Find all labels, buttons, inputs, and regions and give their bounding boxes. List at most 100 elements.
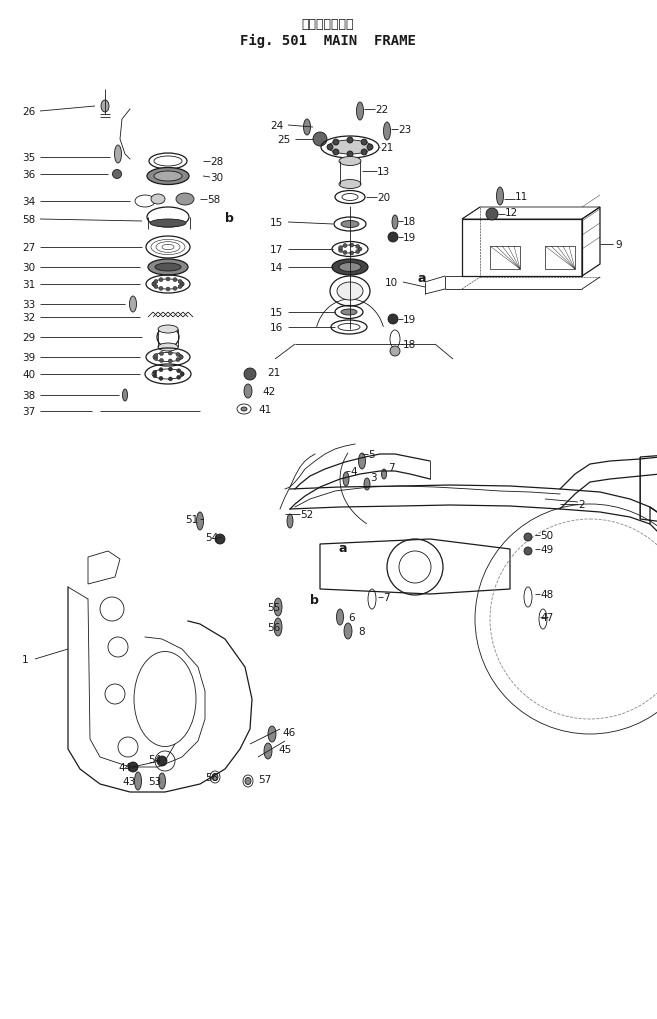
Text: 10: 10: [385, 278, 398, 287]
Circle shape: [180, 282, 184, 286]
Ellipse shape: [336, 609, 344, 626]
Ellipse shape: [112, 170, 122, 179]
Text: 56: 56: [267, 623, 281, 633]
Text: 42: 42: [262, 386, 275, 396]
Text: 55: 55: [267, 602, 281, 612]
Text: 21: 21: [267, 368, 281, 378]
Circle shape: [177, 376, 181, 380]
Text: 4: 4: [350, 467, 357, 477]
Circle shape: [333, 140, 339, 146]
Text: 41: 41: [258, 405, 271, 415]
Circle shape: [313, 132, 327, 147]
Text: 19: 19: [403, 232, 417, 243]
Text: 54: 54: [205, 533, 218, 542]
Ellipse shape: [158, 773, 166, 790]
Circle shape: [159, 287, 163, 291]
Text: 48: 48: [540, 589, 553, 599]
Ellipse shape: [196, 513, 204, 531]
Text: b: b: [310, 593, 319, 606]
Text: 53: 53: [148, 776, 161, 787]
Text: 40: 40: [22, 370, 35, 380]
Circle shape: [180, 373, 184, 377]
Circle shape: [168, 368, 172, 372]
Ellipse shape: [341, 221, 359, 228]
Text: 46: 46: [282, 728, 295, 738]
Ellipse shape: [384, 123, 390, 141]
Text: 38: 38: [22, 390, 35, 400]
Ellipse shape: [129, 297, 137, 313]
Ellipse shape: [328, 141, 372, 155]
Circle shape: [347, 138, 353, 144]
Circle shape: [159, 377, 163, 381]
Text: 19: 19: [403, 315, 417, 325]
Text: 58: 58: [207, 195, 220, 205]
Ellipse shape: [344, 624, 352, 639]
Circle shape: [160, 353, 164, 357]
Ellipse shape: [244, 369, 256, 381]
Circle shape: [388, 315, 398, 325]
Circle shape: [338, 249, 342, 253]
Ellipse shape: [274, 619, 282, 637]
Circle shape: [168, 360, 172, 364]
Ellipse shape: [122, 389, 127, 401]
Circle shape: [333, 150, 339, 156]
Circle shape: [154, 355, 158, 359]
Ellipse shape: [155, 264, 181, 272]
Circle shape: [159, 368, 163, 372]
Circle shape: [176, 359, 180, 362]
Ellipse shape: [332, 260, 368, 276]
Text: 58: 58: [22, 215, 35, 225]
Circle shape: [160, 359, 164, 363]
Ellipse shape: [150, 220, 186, 228]
Ellipse shape: [339, 263, 361, 272]
Text: 15: 15: [270, 218, 283, 228]
Ellipse shape: [264, 743, 272, 759]
Text: 33: 33: [22, 300, 35, 310]
Text: 34: 34: [22, 197, 35, 207]
Text: 11: 11: [515, 192, 528, 202]
Text: 26: 26: [22, 107, 35, 117]
Text: 12: 12: [505, 208, 518, 218]
Circle shape: [166, 278, 170, 281]
Text: 8: 8: [358, 627, 365, 637]
Text: 30: 30: [210, 173, 223, 182]
Circle shape: [168, 352, 172, 356]
Circle shape: [153, 371, 157, 375]
Circle shape: [173, 278, 177, 282]
Text: 52: 52: [300, 510, 313, 520]
Text: 31: 31: [22, 280, 35, 289]
Ellipse shape: [339, 157, 361, 166]
Text: 7: 7: [383, 592, 390, 602]
Text: 18: 18: [403, 339, 417, 350]
Circle shape: [154, 357, 158, 361]
Circle shape: [355, 251, 359, 255]
Text: 23: 23: [398, 125, 411, 135]
Text: 54: 54: [148, 754, 161, 764]
Circle shape: [367, 145, 373, 151]
Circle shape: [157, 756, 167, 766]
Circle shape: [388, 232, 398, 243]
Circle shape: [327, 145, 333, 151]
Circle shape: [350, 252, 353, 256]
Text: Fig. 501  MAIN  FRAME: Fig. 501 MAIN FRAME: [240, 34, 416, 48]
Circle shape: [159, 278, 163, 282]
Ellipse shape: [268, 727, 276, 742]
Ellipse shape: [339, 180, 361, 190]
Circle shape: [154, 280, 158, 284]
Text: a: a: [338, 541, 346, 554]
Ellipse shape: [364, 479, 370, 490]
Text: 39: 39: [22, 353, 35, 363]
Text: 22: 22: [375, 105, 388, 115]
Text: 16: 16: [270, 323, 283, 332]
Circle shape: [153, 374, 157, 378]
Circle shape: [355, 246, 359, 250]
Text: 7: 7: [388, 463, 395, 473]
Circle shape: [173, 287, 177, 291]
Text: 3: 3: [370, 473, 376, 483]
Ellipse shape: [147, 168, 189, 185]
Text: 35: 35: [22, 153, 35, 163]
Text: 18: 18: [403, 217, 417, 227]
Text: 29: 29: [22, 332, 35, 342]
Circle shape: [178, 285, 182, 289]
Circle shape: [166, 287, 170, 291]
